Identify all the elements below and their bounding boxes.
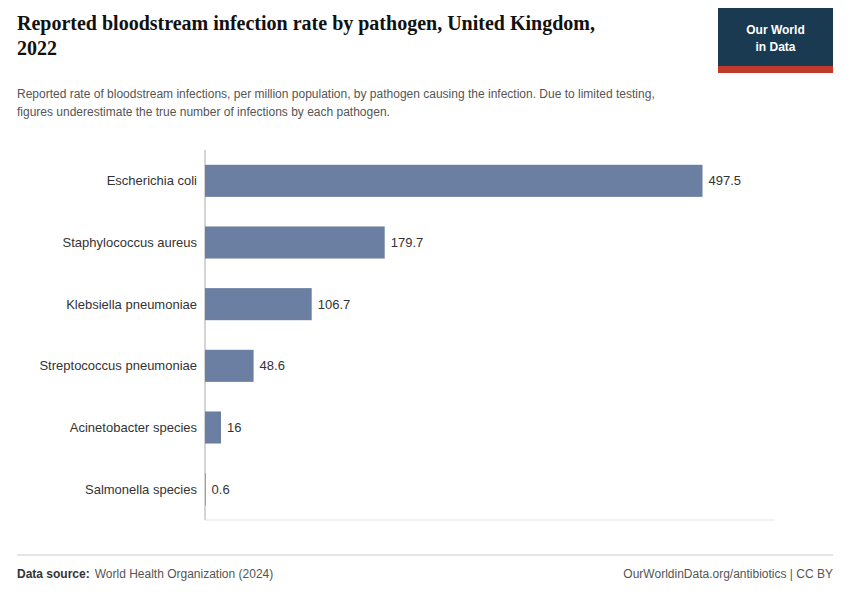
bars <box>205 165 703 505</box>
y-axis-line <box>205 150 206 520</box>
bar <box>205 165 703 197</box>
y-tick-label: Acinetobacter species <box>70 420 198 435</box>
labels: Escherichia coli 497.5 Staphylococcus aure… <box>39 173 741 496</box>
data-label: 48.6 <box>260 358 285 373</box>
logo-accent <box>718 66 833 73</box>
bar <box>205 226 385 258</box>
y-tick-label: Klebsiella pneumoniae <box>66 297 197 312</box>
logo-background <box>718 8 833 73</box>
data-label: 0.6 <box>212 482 230 497</box>
footer-source: World Health Organization (2024) <box>95 567 274 581</box>
background <box>0 0 850 600</box>
bar <box>205 473 206 505</box>
data-label: 179.7 <box>391 235 424 250</box>
title-line: 2022 <box>17 37 57 59</box>
bar <box>205 288 312 320</box>
subtitle: Reported rate of bloodstream infections,… <box>17 87 655 119</box>
footer-separator <box>17 555 833 556</box>
y-tick-label: Escherichia coli <box>107 173 197 188</box>
x-axis-line <box>205 520 775 521</box>
data-label: 16 <box>227 420 241 435</box>
chart: Reported bloodstream infection rate by p… <box>0 0 850 600</box>
title: Reported bloodstream infection rate by p… <box>17 12 595 59</box>
y-tick-label: Staphylococcus aureus <box>63 235 198 250</box>
data-label: 497.5 <box>709 173 742 188</box>
subtitle-line: figures underestimate the true number of… <box>17 105 390 119</box>
footer-link: OurWorldinData.org/antibiotics | CC BY <box>623 567 833 581</box>
subtitle-line: Reported rate of bloodstream infections,… <box>17 87 655 101</box>
data-label: 106.7 <box>318 297 351 312</box>
footer-source-label: Data source: <box>17 567 90 581</box>
bar <box>205 411 221 443</box>
logo-text: in Data <box>755 40 795 54</box>
bar <box>205 350 254 382</box>
y-tick-label: Streptococcus pneumoniae <box>39 358 197 373</box>
title-line: Reported bloodstream infection rate by p… <box>17 12 595 35</box>
logo-text: Our World <box>746 23 804 37</box>
y-tick-label: Salmonella species <box>85 482 198 497</box>
